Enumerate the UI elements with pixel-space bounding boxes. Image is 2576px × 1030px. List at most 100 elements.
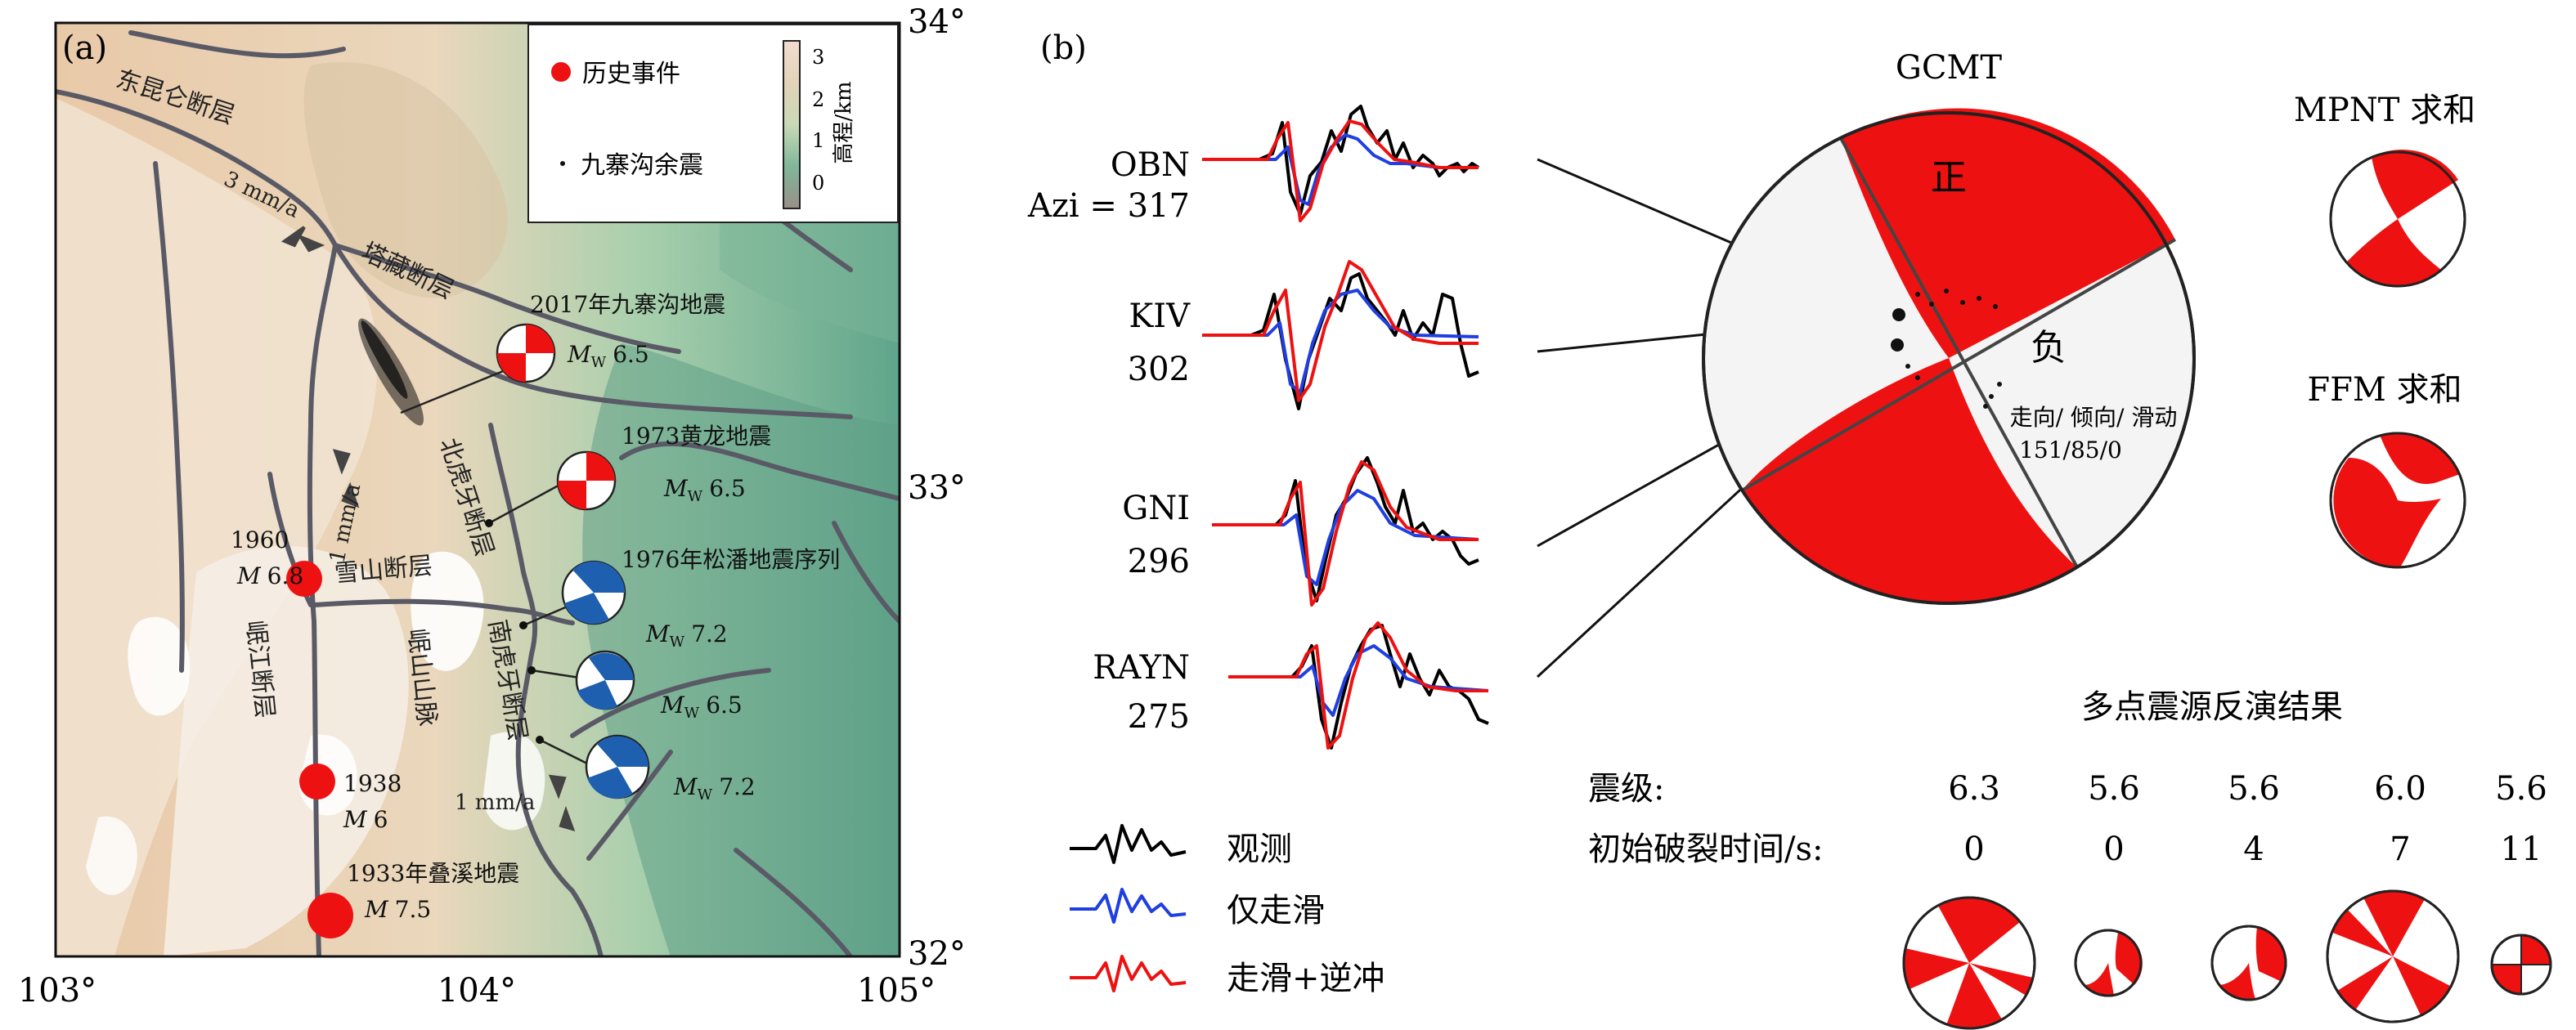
mp-time: 4 — [2243, 831, 2264, 868]
gcmt-quadrant-lower — [1742, 358, 2077, 604]
station-name-obn: OBN — [1111, 146, 1190, 184]
mag-value: 6 — [374, 806, 388, 833]
trace-observed — [1212, 456, 1479, 602]
mag-sub: W — [698, 786, 713, 804]
event-name-2017: 2017年九寨沟地震 — [530, 291, 725, 318]
slip-arrows — [280, 226, 576, 831]
gcmt-negative-label: 负 — [2031, 327, 2067, 369]
station-name-kiv: KIV — [1129, 298, 1191, 335]
beachball-mp-2 — [2074, 929, 2143, 997]
mag-prefix: M — [364, 896, 389, 923]
beachball-ffm — [2329, 432, 2466, 569]
mp-mag: 5.6 — [2228, 770, 2280, 808]
mp-time: 0 — [1963, 831, 1984, 868]
beachball-mpnt — [2329, 149, 2466, 288]
event-mag-1976b: MW 6.5 — [660, 692, 743, 722]
beachball-songpan-2 — [575, 650, 635, 710]
beachball-mp-5 — [2490, 934, 2552, 996]
mag-value: 6.5 — [613, 341, 649, 368]
multipoint-values: 6.3 5.6 5.6 6.0 5.6 0 0 4 7 11 — [1948, 770, 2547, 868]
multipoint-mag-label: 震级: — [1588, 770, 1664, 808]
mag-sub: W — [684, 705, 700, 722]
mag-value: 7.2 — [691, 620, 728, 647]
event-mag-1973: MW 6.5 — [663, 475, 746, 505]
waveform-legend — [1070, 824, 1187, 992]
legend-observed-swatch — [1070, 824, 1187, 864]
trace-strike-slip — [1202, 133, 1479, 206]
mag-sub: W — [670, 634, 685, 651]
mag-prefix: M — [236, 562, 262, 589]
station-name-gni: GNI — [1122, 490, 1190, 527]
beachball-huanglong-1973 — [556, 450, 617, 511]
event-name-1933: 1933年叠溪地震 — [347, 860, 519, 887]
event-mag-1976a: MW 7.2 — [645, 620, 728, 651]
gcmt-quadrant-upper — [1841, 108, 2175, 359]
mp-time: 11 — [2501, 831, 2542, 868]
trace-thrust — [1202, 119, 1479, 222]
waveform-kiv — [1202, 260, 1479, 410]
legend-thrust-swatch — [1070, 955, 1187, 992]
legend-observed-label: 观测 — [1227, 831, 1292, 868]
event-1933-marker — [307, 893, 353, 938]
event-1938-marker — [299, 764, 335, 799]
mag-prefix: M — [663, 475, 689, 502]
event-mag-1933: M 7.5 — [364, 896, 431, 923]
mp-mag: 6.0 — [2374, 770, 2426, 808]
mag-prefix: M — [660, 692, 685, 719]
mag-prefix: M — [645, 620, 671, 647]
station-azi-obn: Azi = 317 — [1027, 187, 1190, 225]
mag-value: 7.5 — [395, 896, 432, 923]
multipoint-title: 多点震源反演结果 — [2081, 688, 2343, 726]
legend-strike-slip-label: 仅走滑 — [1227, 892, 1325, 929]
multipoint-time-label: 初始破裂时间/s: — [1588, 831, 1823, 868]
historical-events — [286, 561, 353, 938]
event-year-1938: 1938 — [343, 770, 402, 797]
event-mag-1976c: MW 7.2 — [673, 773, 756, 804]
cbar-tick: 1 — [812, 129, 824, 152]
mpnt-title: MPNT 求和 — [2294, 92, 2475, 129]
mp-mag: 6.3 — [1948, 770, 2000, 808]
station-name-rayn: RAYN — [1093, 649, 1190, 687]
map-frame — [54, 21, 901, 958]
event-mag-1960: M 6.8 — [236, 562, 303, 589]
mag-sub: W — [591, 354, 607, 371]
lat-tick: 32° — [908, 935, 966, 973]
beachball-gcmt — [1702, 108, 2196, 605]
aftershock-cloud — [358, 318, 424, 426]
legend-aftershocks: 九寨沟余震 — [581, 151, 703, 180]
beachball-mp-3 — [2210, 925, 2287, 1001]
mag-prefix: M — [567, 341, 592, 368]
cbar-tick: 3 — [812, 46, 824, 69]
station-labels: OBN Azi = 317 KIV 302 GNI 296 RAYN 275 — [1027, 146, 1191, 736]
event-mag-2017: MW 6.5 — [567, 341, 649, 371]
mp-mag: 5.6 — [2495, 770, 2547, 808]
legend-historical-events: 历史事件 — [582, 60, 680, 88]
panel-a-label: (a) — [62, 29, 107, 67]
trace-thrust — [1212, 460, 1479, 607]
waveform-rayn — [1228, 621, 1489, 750]
epicenter-dots — [485, 519, 544, 744]
station-azi-kiv: 302 — [1128, 351, 1190, 388]
beachball-mp-4 — [2326, 889, 2460, 1023]
map-axis-labels: 103° 104° 105° 34° 33° 32° — [18, 3, 966, 1010]
event-labels: 2017年九寨沟地震 MW 6.5 1973黄龙地震 MW 6.5 1976年松潘地… — [231, 291, 840, 923]
map-panel: 历史事件 九寨沟余震 3 2 1 0 高程/km (a) 103° 104° 1… — [18, 3, 966, 1010]
aftershock-marker — [560, 161, 565, 166]
lon-tick: 103° — [18, 972, 96, 1010]
waveform-gni — [1212, 456, 1479, 607]
event-1960-marker — [286, 561, 322, 597]
cbar-tick: 0 — [812, 172, 824, 195]
mag-value: 6.5 — [709, 475, 746, 502]
ffm-title: FFM 求和 — [2307, 371, 2462, 409]
panel-b-label: (b) — [1040, 29, 1087, 67]
waveform-panel: (b) OBN Azi = 317 KIV 302 GNI 296 RAYN 2… — [1027, 29, 2552, 1030]
trace-thrust — [1202, 260, 1479, 402]
beachball-songpan-3 — [585, 734, 650, 799]
mag-prefix: M — [343, 806, 368, 833]
legend-thrust-label: 走滑+逆冲 — [1227, 960, 1385, 997]
gcmt-title: GCMT — [1896, 49, 2003, 87]
colorbar-ticks: 3 2 1 0 — [812, 46, 824, 195]
lon-tick: 105° — [857, 972, 936, 1010]
